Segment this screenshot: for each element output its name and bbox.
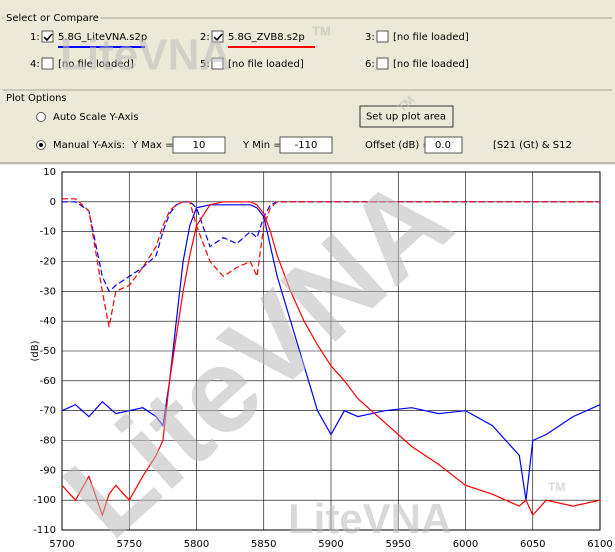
x-tick-label: 5700	[49, 539, 74, 550]
reflection-line	[62, 198, 600, 328]
input-value[interactable]: -110	[295, 140, 318, 151]
file-name: [no file loaded]	[228, 59, 304, 70]
check-mark	[213, 33, 223, 42]
checkbox[interactable]	[376, 30, 389, 43]
y-tick-label: -90	[40, 465, 56, 476]
field-label: Y Max =	[131, 140, 174, 151]
x-tick-label: 5750	[117, 539, 142, 550]
input-value[interactable]: 0.0	[435, 140, 451, 151]
check-mark	[43, 33, 53, 42]
field-label: Offset (dB) =	[365, 140, 431, 151]
slot-index: 1:	[30, 32, 40, 43]
file-name: [no file loaded]	[58, 59, 134, 70]
group-title: Select or Compare	[6, 13, 99, 24]
y-tick-label: -30	[40, 286, 56, 297]
slot-index: 4:	[30, 59, 40, 70]
y-tick-label: -20	[40, 257, 56, 268]
transmission-line	[61, 201, 601, 517]
field-label: Y Min =	[242, 140, 282, 151]
radio-label[interactable]: Auto Scale Y-Axis	[53, 112, 139, 123]
x-tick-label: 5800	[184, 539, 209, 550]
radio-label[interactable]: Manual Y-Axis:	[53, 140, 125, 151]
button[interactable]	[359, 105, 454, 128]
checkbox[interactable]	[376, 57, 389, 70]
checkbox[interactable]	[211, 30, 224, 43]
y-tick-label: -60	[40, 376, 56, 387]
input[interactable]	[279, 136, 333, 154]
button-label[interactable]: Set up plot area	[366, 112, 446, 123]
slot-index: 3:	[365, 32, 375, 43]
x-tick-label: 5900	[318, 539, 343, 550]
watermark: TM	[312, 23, 331, 38]
legend-label: 5.8G_ZVB8.s2p	[228, 32, 305, 43]
slot-index: 6:	[365, 59, 375, 70]
y-tick-label: -80	[40, 436, 56, 447]
y-tick-label: -100	[33, 495, 56, 506]
watermark: LiteVNA	[60, 31, 231, 80]
checkbox[interactable]	[41, 30, 54, 43]
slot-index: 2:	[200, 32, 210, 43]
reflection-line	[62, 201, 600, 293]
checkbox[interactable]	[41, 57, 54, 70]
x-tick-label: 6000	[453, 539, 478, 550]
x-tick-label: 5950	[386, 539, 411, 550]
file-name: [no file loaded]	[393, 59, 469, 70]
input-value[interactable]: 10	[193, 140, 206, 151]
checkbox[interactable]	[211, 57, 224, 70]
file-name: [no file loaded]	[393, 32, 469, 43]
y-tick-label: 10	[43, 167, 56, 178]
mode-label: [S21 (Gt) & S12	[493, 140, 572, 151]
radio-dot	[39, 143, 43, 147]
input[interactable]	[424, 136, 463, 154]
x-tick-label: 5850	[251, 539, 276, 550]
y-tick-label: -40	[40, 316, 56, 327]
y-tick-label: -10	[40, 227, 56, 238]
y-tick-label: -110	[33, 525, 56, 536]
legend-label: 5.8G_LiteVNA.s2p	[58, 32, 147, 43]
y-tick-label: -50	[40, 346, 56, 357]
y-tick-label: 0	[50, 197, 56, 208]
radio[interactable]	[36, 112, 46, 122]
watermark: TM	[548, 480, 565, 494]
group-title: Plot Options	[6, 93, 67, 104]
x-tick-label: 6050	[520, 539, 545, 550]
watermark: LiteVNA	[288, 495, 451, 542]
input[interactable]	[172, 136, 226, 154]
y-tick-label: -70	[40, 406, 56, 417]
x-tick-label: 6100	[587, 539, 612, 550]
slot-index: 5:	[200, 59, 210, 70]
y-axis-label: (dB)	[30, 340, 41, 361]
